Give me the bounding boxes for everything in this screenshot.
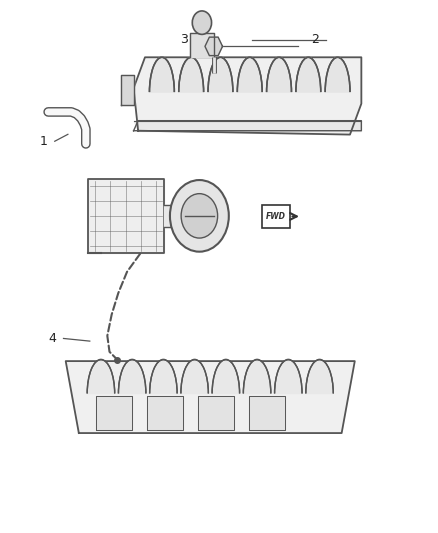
Polygon shape [208, 58, 233, 92]
Polygon shape [275, 361, 302, 393]
Polygon shape [164, 205, 170, 227]
Polygon shape [66, 361, 355, 433]
Polygon shape [296, 58, 321, 92]
Circle shape [170, 180, 229, 252]
Polygon shape [121, 75, 134, 104]
Polygon shape [198, 395, 233, 431]
Polygon shape [190, 33, 214, 58]
Polygon shape [134, 58, 361, 135]
Polygon shape [149, 58, 174, 92]
Polygon shape [249, 395, 285, 431]
Polygon shape [87, 361, 115, 393]
Circle shape [192, 11, 212, 34]
Text: FWD: FWD [266, 212, 286, 221]
Polygon shape [237, 58, 262, 92]
Polygon shape [147, 395, 183, 431]
Polygon shape [205, 37, 223, 55]
Polygon shape [306, 361, 333, 393]
Polygon shape [244, 361, 271, 393]
Polygon shape [88, 179, 164, 253]
Polygon shape [267, 58, 291, 92]
FancyBboxPatch shape [262, 205, 290, 228]
Polygon shape [325, 58, 350, 92]
Polygon shape [134, 120, 361, 131]
Circle shape [181, 193, 218, 238]
Polygon shape [181, 361, 208, 393]
Text: 3: 3 [180, 34, 188, 46]
Polygon shape [118, 361, 146, 393]
Text: 1: 1 [40, 135, 48, 148]
Polygon shape [150, 361, 177, 393]
Polygon shape [179, 58, 204, 92]
Text: 2: 2 [311, 34, 319, 46]
Polygon shape [96, 395, 132, 431]
Polygon shape [212, 361, 240, 393]
Text: 4: 4 [49, 332, 57, 345]
